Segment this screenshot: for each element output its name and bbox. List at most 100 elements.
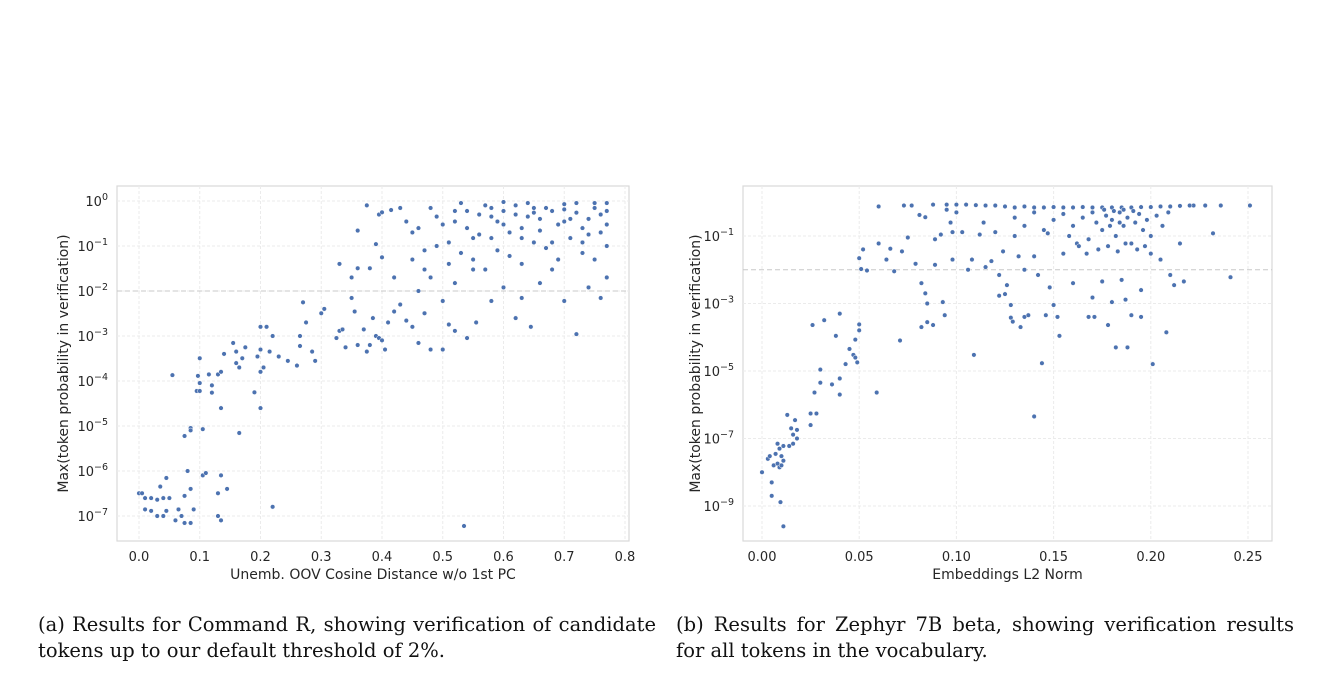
data-point: [276, 353, 282, 360]
data-point: [817, 380, 823, 386]
data-point: [1101, 207, 1107, 213]
data-point: [461, 523, 467, 529]
y-tick-label: 10−2: [77, 282, 108, 300]
data-point: [930, 202, 936, 208]
y-tick-label: 10−6: [77, 462, 108, 480]
data-point: [1031, 204, 1037, 211]
data-point: [488, 214, 494, 220]
data-point: [488, 298, 494, 304]
data-point: [1247, 202, 1253, 209]
data-point: [944, 202, 950, 208]
x-tick-label: 0.1: [189, 550, 210, 565]
data-point: [464, 225, 470, 231]
data-point: [940, 299, 946, 305]
y-tick-label: 10−9: [703, 497, 734, 515]
data-point: [586, 216, 592, 222]
data-point: [303, 319, 309, 326]
data-point: [494, 247, 500, 253]
data-point: [352, 308, 358, 315]
data-point: [209, 390, 215, 396]
data-point: [604, 221, 610, 228]
data-point: [488, 235, 494, 241]
data-point: [769, 479, 775, 485]
data-point: [992, 202, 998, 209]
y-tick-label: 10−7: [703, 430, 734, 448]
data-point: [500, 221, 507, 228]
data-point: [397, 205, 403, 211]
data-point: [792, 417, 798, 423]
data-point: [349, 274, 355, 281]
data-point: [1107, 223, 1113, 229]
data-point: [361, 326, 367, 332]
data-point: [531, 210, 537, 216]
data-point: [1122, 297, 1129, 303]
data-point: [500, 208, 507, 214]
data-point: [458, 250, 464, 256]
data-point: [197, 388, 203, 394]
data-point: [464, 208, 470, 214]
data-point: [988, 258, 994, 264]
data-point: [421, 247, 428, 253]
data-point: [1165, 209, 1171, 215]
data-point: [233, 349, 239, 355]
data-point: [355, 265, 361, 271]
data-point: [1187, 202, 1193, 209]
data-point: [971, 352, 977, 358]
data-point: [1056, 333, 1062, 339]
data-point: [385, 319, 391, 326]
data-point: [1140, 227, 1146, 233]
data-point: [309, 349, 315, 355]
data-point: [977, 232, 983, 238]
data-point: [953, 209, 959, 215]
data-point: [561, 206, 567, 212]
data-point: [1167, 203, 1173, 210]
data-point: [1066, 233, 1072, 239]
data-point: [355, 228, 361, 234]
data-point: [922, 290, 928, 296]
data-point: [1148, 204, 1154, 210]
data-point: [1138, 204, 1144, 210]
data-point: [561, 218, 567, 225]
data-point: [1163, 329, 1169, 335]
data-point: [1124, 344, 1131, 350]
data-point: [1171, 282, 1177, 288]
x-axis-label: Embeddings L2 Norm: [932, 567, 1083, 583]
data-point: [142, 506, 148, 512]
data-point: [163, 508, 169, 514]
data-point: [318, 310, 324, 316]
data-point: [300, 299, 306, 305]
data-point: [428, 205, 434, 211]
data-point: [778, 453, 784, 459]
y-axis-label: Max(token probability in verification): [688, 234, 704, 492]
data-point: [355, 342, 361, 348]
data-point: [154, 497, 160, 503]
y-tick-label: 100: [85, 192, 108, 210]
data-point: [592, 256, 598, 263]
data-point: [775, 441, 781, 447]
data-point: [1089, 295, 1096, 301]
data-point: [913, 261, 919, 267]
data-point: [1148, 233, 1154, 239]
data-point: [808, 422, 814, 428]
data-point: [592, 200, 598, 206]
data-point: [397, 301, 403, 308]
data-point: [452, 280, 458, 286]
data-point: [543, 245, 549, 251]
data-point: [415, 288, 422, 294]
y-tick-label: 10−3: [77, 327, 108, 345]
data-point: [1181, 278, 1187, 285]
data-point: [379, 209, 385, 215]
data-point: [364, 202, 370, 208]
data-point: [561, 298, 567, 304]
data-point: [500, 199, 507, 205]
data-point: [215, 490, 221, 496]
data-point: [531, 239, 537, 245]
data-point: [178, 513, 185, 519]
data-point: [452, 328, 458, 334]
data-point: [421, 266, 428, 273]
data-point: [1070, 204, 1076, 211]
data-point: [157, 484, 163, 490]
x-tick-label: 0.5: [432, 550, 453, 565]
data-point: [1060, 211, 1066, 217]
data-point: [1021, 267, 1027, 273]
